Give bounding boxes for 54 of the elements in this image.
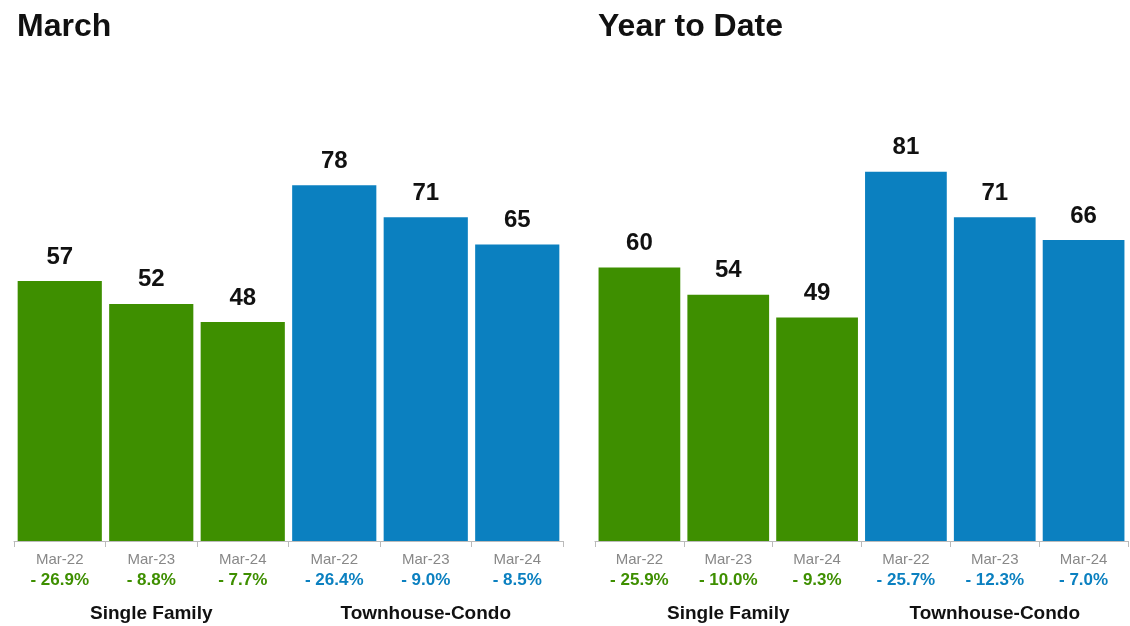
bar [200, 322, 285, 541]
x-tick-label: Mar-23 [704, 550, 753, 567]
text: - 8.8% [126, 569, 176, 589]
chart-title: March [17, 7, 112, 43]
text: - 9.0% [401, 569, 451, 589]
chart-title: Year to Date [598, 7, 783, 43]
bar [17, 281, 102, 541]
x-tick-label: Mar-22 [615, 550, 664, 567]
data-label: 65 [503, 205, 531, 233]
text: - 25.7% [876, 569, 936, 589]
data-label: 71 [981, 177, 1009, 205]
text: - 9.3% [792, 569, 842, 589]
bar [687, 294, 770, 541]
x-tick-label: Mar-24 [793, 550, 841, 567]
x-tick-label: Mar-24 [493, 550, 542, 567]
data-label: 78 [320, 145, 348, 173]
text: - 25.9% [610, 569, 669, 589]
bar [109, 303, 194, 541]
data-label: 60 [626, 227, 653, 255]
data-label: 71 [412, 177, 440, 205]
text: Townhouse-Condo [909, 601, 1081, 623]
data-label: 48 [229, 282, 257, 310]
data-label: 57 [46, 241, 74, 269]
data-label: 81 [892, 132, 920, 160]
data-label: 54 [714, 255, 743, 283]
x-tick-label: Mar-22 [310, 550, 359, 567]
data-label: 52 [137, 264, 165, 292]
text: Single Family [667, 601, 790, 623]
x-tick-label: Mar-24 [218, 550, 267, 567]
x-tick-label: Mar-23 [401, 550, 450, 567]
text: - 26.4% [304, 569, 364, 589]
text: - 7.7% [218, 569, 268, 589]
text: Single Family [90, 601, 213, 623]
x-tick-label: Mar-23 [127, 550, 176, 567]
data-label: 66 [1070, 200, 1097, 228]
text: - 7.0% [1059, 569, 1109, 589]
text: - 26.9% [30, 569, 90, 589]
x-tick-label: Mar-22 [35, 550, 84, 567]
data-label: 49 [803, 278, 831, 306]
bar [475, 244, 560, 541]
x-tick-label: Mar-24 [1059, 550, 1108, 567]
bar [1042, 240, 1125, 541]
bar [865, 171, 947, 541]
x-tick-label: Mar-22 [882, 550, 930, 567]
bar [598, 267, 681, 541]
bar [953, 217, 1036, 541]
text: Townhouse-Condo [340, 601, 512, 623]
bar [292, 185, 377, 541]
x-tick-label: Mar-23 [970, 550, 1019, 567]
text: - 8.5% [492, 569, 542, 589]
bar [383, 217, 468, 541]
bar [776, 317, 858, 541]
text: - 12.3% [965, 569, 1025, 589]
text: - 10.0% [698, 569, 758, 589]
